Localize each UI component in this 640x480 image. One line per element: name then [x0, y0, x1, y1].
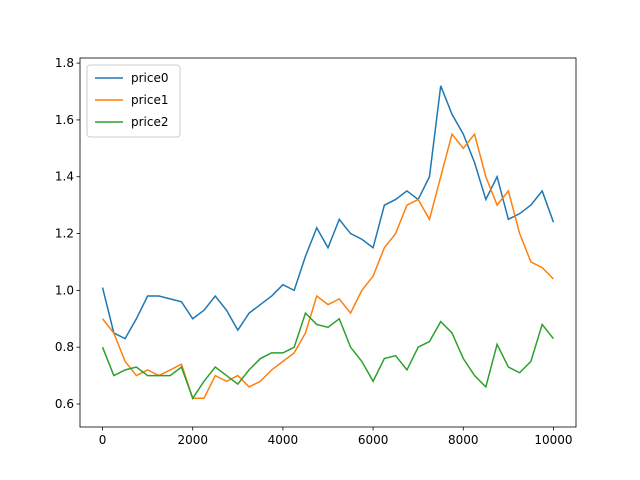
y-tick-label: 1.4 — [55, 170, 74, 184]
y-tick-label: 0.6 — [55, 397, 74, 411]
legend-label: price1 — [131, 93, 169, 107]
price-line — [101, 132, 554, 400]
x-tick-label: 8000 — [448, 433, 479, 447]
x-tick-label: 2000 — [177, 433, 208, 447]
price-line — [101, 85, 555, 340]
y-tick-label: 1.2 — [55, 227, 74, 241]
x-tick-label: 0 — [99, 433, 107, 447]
y-tick-label: 1.6 — [55, 113, 74, 127]
x-tick-label: 4000 — [268, 433, 299, 447]
y-tick-label: 1.0 — [55, 283, 74, 297]
legend-label: price0 — [131, 71, 169, 85]
legend-label: price2 — [131, 115, 169, 129]
price-line — [101, 311, 555, 400]
y-tick-label: 0.8 — [55, 340, 74, 354]
legend-box — [86, 64, 181, 138]
x-tick-label: 6000 — [358, 433, 389, 447]
plot-frame — [79, 57, 577, 428]
y-tick-label: 1.8 — [55, 56, 74, 70]
x-tick-label: 10000 — [534, 433, 572, 447]
